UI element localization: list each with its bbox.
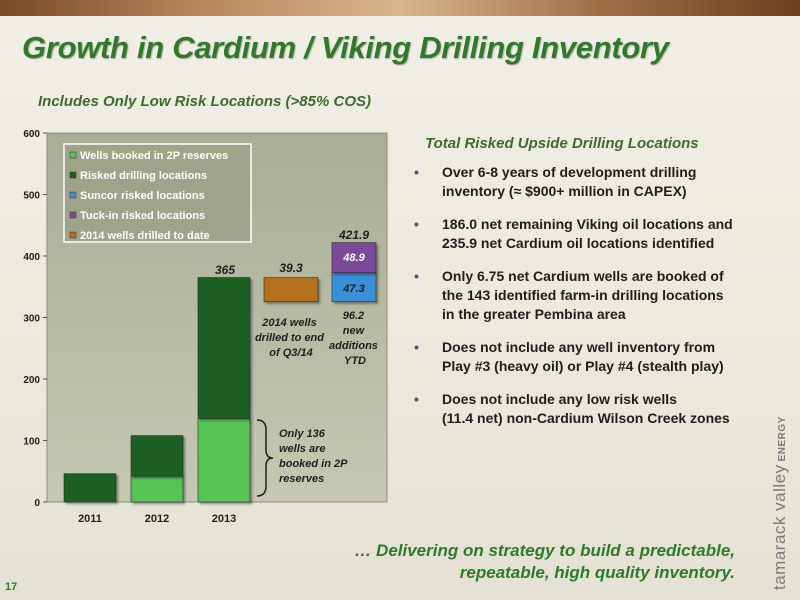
data-label-tuckin: 48.9 [342,252,365,264]
bullet-line: Play #3 (heavy oil) or Play #4 (stealth … [442,358,724,374]
drilled-note-line2: drilled to end [255,332,324,344]
bar-risked-drilling-locations-2 [197,277,251,419]
bullet-line: Only 6.75 net Cardium wells are booked o… [442,268,724,284]
logo-name: tamarack valley [770,464,789,590]
bullet-item: • 186.0 net remaining Viking oil locatio… [408,215,768,253]
booked-note-line1: Only 136 [279,428,326,440]
page-title: Growth in Cardium / Viking Drilling Inve… [22,30,669,65]
data-label-2013-total: 365 [215,263,235,277]
booked-brace [256,419,274,497]
new-additions-note: 96.2 new additions YTD [329,310,381,367]
page-number: 17 [5,581,18,593]
legend-swatch [69,211,77,219]
booked-note-line3: booked in 2P [279,458,348,470]
bullet-dot-icon: • [414,268,419,284]
closing-line1: … Delivering on strategy to build a pred… [354,541,735,560]
bar-wells-booked-in-2p-reserves-2 [197,418,251,503]
bullet-line: 235.9 net Cardium oil locations identifi… [442,235,715,251]
y-tick-label: 500 [23,191,40,202]
bullet-line: the 143 identified farm-in drilling loca… [442,287,724,303]
logo-sub: ENERGY [777,416,788,462]
bullet-item: • Does not include any well inventory fr… [408,338,768,376]
data-label-upside-total: 421.9 [338,228,369,242]
bars-group [63,242,377,503]
bullet-line: Does not include any well inventory from [442,339,716,355]
drilled-note-line3: of Q3/14 [269,347,312,359]
legend-entry: Suncor risked locations [80,190,205,202]
chart-subtitle: Includes Only Low Risk Locations (>85% C… [38,93,371,110]
bullet-line: inventory (≈ $900+ million in CAPEX) [442,183,687,199]
legend-swatch [69,171,77,179]
bullet-item: • Over 6-8 years of development drilling… [408,163,768,201]
bar-risked-drilling-locations-0 [63,473,117,503]
legend-swatch [69,191,77,199]
bullet-line: Does not include any low risk wells [442,391,677,407]
y-tick-label: 300 [23,314,40,325]
data-label-suncor: 47.3 [342,283,364,295]
bar-2014-wells-drilled-to-date-3 [263,277,319,303]
booked-note-line4: reserves [279,473,324,485]
y-tick-label: 100 [23,437,40,448]
x-tick-label: 2011 [78,513,102,525]
y-tick-label: 400 [23,252,40,263]
legend-entry: Risked drilling locations [80,170,207,182]
y-axis: 0 100 200 300 400 500 600 [23,129,47,509]
bullet-dot-icon: • [414,339,419,355]
header-banner [0,0,800,16]
bullet-item: • Does not include any low risk wells (1… [408,390,768,428]
upside-heading: Total Risked Upside Drilling Locations [425,135,699,152]
legend-box [63,143,252,243]
bullet-item: • Only 6.75 net Cardium wells are booked… [408,267,768,324]
x-tick-label: 2013 [212,513,236,525]
legend-entry: Tuck-in risked locations [80,210,205,222]
chart-legend: Wells booked in 2P reserves Risked drilli… [63,143,252,243]
company-logo: tamarack valley ENERGY [770,416,790,590]
new-additions-value: 96.2 [343,310,364,322]
drilled-note-line1: 2014 wells [261,317,316,329]
y-tick-label: 600 [23,129,40,140]
bullet-line: (11.4 net) non-Cardium Wilson Creek zone… [442,410,730,426]
legend-entry: 2014 wells drilled to date [80,230,210,242]
bullet-line: in the greater Pembina area [442,306,626,322]
new-additions-line1: new [343,325,366,337]
legend-entry: Wells booked in 2P reserves [80,150,228,162]
bar-tuck-in-risked-locations-4 [331,242,377,273]
x-axis: 2011 2012 2013 [78,513,236,525]
x-tick-label: 2012 [145,513,169,525]
closing-line2: repeatable, high quality inventory. [459,563,735,582]
data-label-2014-drilled: 39.3 [279,261,303,275]
drilled-note: 2014 wells drilled to end of Q3/14 [255,317,327,359]
bar-wells-booked-in-2p-reserves-1 [130,475,184,503]
y-tick-label: 200 [23,375,40,386]
new-additions-line2: additions [329,340,378,352]
bullet-dot-icon: • [414,216,419,232]
bullet-dot-icon: • [414,164,419,180]
bullet-list: • Over 6-8 years of development drilling… [408,163,768,442]
bullet-dot-icon: • [414,391,419,407]
y-tick-label: 0 [34,498,40,509]
legend-swatch [69,151,77,159]
legend-swatch [69,231,77,239]
bar-risked-drilling-locations-1 [130,435,184,477]
booked-note: Only 136 wells are booked in 2P reserves [279,428,350,485]
closing-statement: … Delivering on strategy to build a pred… [330,540,735,584]
bullet-line: 186.0 net remaining Viking oil locations… [442,216,733,232]
booked-note-line2: wells are [279,443,325,455]
new-additions-line3: YTD [344,355,366,367]
bullet-line: Over 6-8 years of development drilling [442,164,697,180]
